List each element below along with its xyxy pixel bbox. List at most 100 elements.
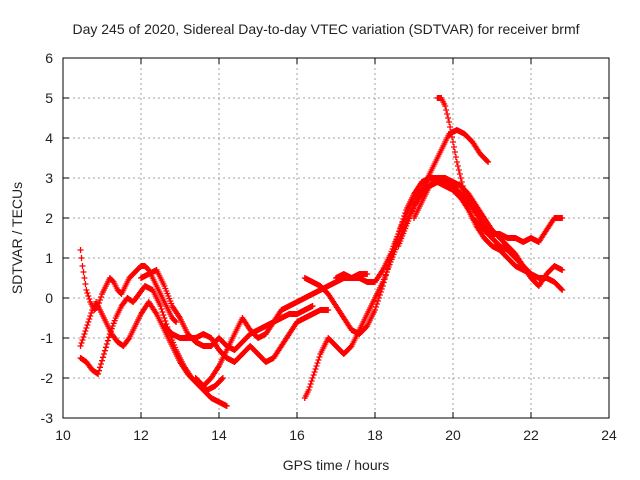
data-point: [80, 269, 87, 275]
data-point: [79, 263, 86, 269]
data-point: [308, 378, 315, 384]
data-point: [96, 367, 103, 374]
data-point: [456, 171, 463, 177]
data-point: [461, 191, 468, 197]
data-point: [84, 322, 91, 328]
data-point: [85, 319, 92, 325]
data-point: [309, 375, 316, 381]
data-point: [309, 303, 316, 309]
data-point: [313, 363, 320, 369]
data-point: [109, 323, 116, 329]
data-point: [97, 364, 104, 371]
data-point: [78, 255, 85, 261]
x-tick-label: 18: [367, 427, 383, 443]
series-track-3: [77, 283, 226, 393]
data-point: [376, 292, 383, 298]
data-point: [311, 369, 318, 375]
x-axis-label: GPS time / hours: [283, 457, 390, 473]
data-point: [445, 115, 452, 121]
data-point: [316, 354, 323, 360]
y-tick-label: 6: [45, 50, 53, 66]
y-axis-ticks: -3 -2 -1 0 1 2 3 4 5 6: [41, 50, 609, 426]
data-point: [87, 313, 94, 319]
x-tick-label: 24: [601, 427, 617, 443]
y-axis-label: SDTVAR / TECUs: [9, 182, 25, 294]
data-point: [108, 325, 115, 332]
x-tick-label: 16: [289, 427, 305, 443]
data-point: [325, 307, 332, 313]
y-tick-label: -3: [41, 410, 54, 426]
data-point: [219, 375, 226, 381]
y-tick-label: -1: [41, 330, 54, 346]
data-points: [77, 95, 566, 409]
x-tick-label: 10: [55, 427, 71, 443]
data-point: [453, 159, 460, 165]
data-point: [451, 149, 458, 155]
data-point: [95, 371, 102, 377]
data-point: [78, 340, 85, 346]
data-point: [559, 287, 566, 293]
data-point: [310, 372, 317, 378]
data-point: [314, 360, 321, 366]
data-point: [99, 357, 105, 364]
data-point: [105, 334, 112, 341]
x-tick-label: 12: [133, 427, 149, 443]
data-point: [82, 328, 89, 334]
data-point: [79, 337, 86, 343]
data-point: [454, 163, 461, 169]
series-track-13: [434, 95, 566, 293]
data-point: [81, 275, 88, 281]
data-point: [100, 351, 107, 357]
data-point: [312, 366, 319, 372]
data-point: [375, 295, 382, 301]
data-point: [400, 216, 407, 222]
data-point: [450, 139, 456, 145]
series-track-11: [411, 175, 566, 245]
data-point: [77, 247, 84, 253]
data-point: [306, 384, 313, 390]
data-point: [81, 331, 88, 337]
data-point: [484, 158, 491, 164]
data-point: [381, 276, 388, 282]
data-point: [107, 328, 114, 335]
y-tick-label: 2: [45, 210, 53, 226]
data-point: [463, 199, 470, 205]
data-point: [442, 103, 449, 109]
data-point: [173, 319, 180, 325]
data-point: [559, 267, 566, 273]
data-point: [86, 316, 93, 322]
data-point: [111, 317, 118, 324]
data-point: [172, 318, 179, 324]
data-point: [378, 286, 385, 292]
y-tick-label: 5: [45, 90, 53, 106]
data-point: [401, 213, 408, 219]
data-point: [110, 320, 117, 327]
data-point: [455, 167, 462, 173]
data-point: [447, 124, 454, 130]
data-point: [104, 337, 111, 344]
data-point: [379, 283, 386, 289]
data-point: [99, 354, 106, 361]
data-point: [83, 325, 90, 331]
data-point: [372, 307, 378, 313]
series-track-4: [138, 267, 316, 353]
data-point: [305, 387, 312, 393]
data-point: [98, 294, 105, 300]
x-axis-ticks: 10 12 14 16 18 20 22 24: [55, 58, 617, 443]
data-point: [159, 309, 166, 315]
series-track-9: [333, 175, 534, 285]
data-point: [458, 179, 465, 185]
data-point: [460, 187, 467, 193]
data-point: [85, 293, 92, 299]
data-point: [158, 306, 165, 312]
data-point: [374, 298, 381, 304]
data-point: [457, 175, 464, 181]
y-tick-label: 1: [45, 250, 53, 266]
x-tick-label: 22: [523, 427, 539, 443]
y-tick-label: 0: [45, 290, 53, 306]
data-point: [485, 159, 492, 165]
data-point: [82, 281, 89, 287]
data-point: [558, 286, 565, 292]
x-tick-label: 14: [211, 427, 227, 443]
data-point: [372, 304, 379, 310]
